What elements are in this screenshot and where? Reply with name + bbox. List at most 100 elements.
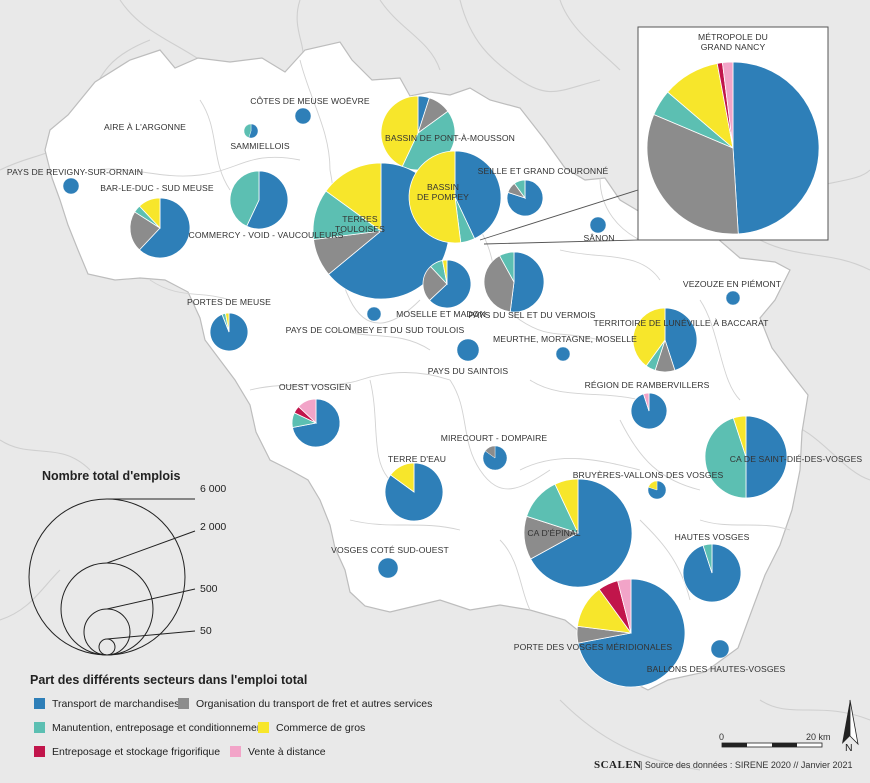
pie-portes-de-meuse (209, 312, 249, 352)
footer-brand: SCALEN (594, 759, 642, 771)
legend-swatch-commerce (258, 722, 269, 733)
label-ca-de-saint-die-des-vosges: CA DE SAINT-DIÉ-DES-VOSGES (730, 454, 863, 464)
label-pays-de-revigny-sur-ornain: PAYS DE REVIGNY-SUR-ORNAIN (7, 167, 143, 177)
legend-label-vente: Vente à distance (248, 746, 326, 758)
pie-slice-manutention (499, 251, 515, 283)
pie-slice-transport (589, 216, 607, 234)
legend-swatch-organisation (178, 698, 189, 709)
pie-slice-transport (246, 170, 289, 230)
pie-ballons-des-hautes-vosges (710, 639, 730, 659)
size-value-500: 500 (200, 583, 218, 595)
label-aire-a-l-argonne: AIRE À L'ARGONNE (104, 122, 186, 132)
pie-slice-organisation (129, 211, 161, 251)
size-legend-title: Nombre total d'emplois (42, 469, 180, 483)
pie-slice-organisation (483, 255, 515, 313)
label-terre-d-eau: TERRE D'EAU (388, 454, 446, 464)
pie-slice-transport (509, 251, 545, 313)
pie-slice-manutention (702, 543, 713, 574)
label-pays-du-sel-et-du-vermois: PAYS DU SEL ET DU VERMOIS (468, 310, 595, 320)
sector-legend-title: Part des différents secteurs dans l'empl… (30, 673, 307, 687)
pie-pays-du-sel-et-du-vermois (483, 251, 545, 313)
pie-slice-transport (366, 306, 382, 322)
pie-slice-transport (710, 639, 730, 659)
pie-territoire-de-luneville-a-baccarat (632, 307, 698, 373)
north-label: N (845, 742, 853, 754)
legend-label-frigo: Entreposage et stockage frigorifique (52, 746, 220, 758)
pie-hautes-vosges (682, 543, 742, 603)
label-bassin-de-pompey: BASSIN DE POMPEY (417, 182, 469, 202)
label-meurthe-mortagne-moselle: MEURTHE, MORTAGNE, MOSELLE (493, 334, 637, 344)
pie-slice-commerce (408, 150, 462, 244)
size-circle-6000 (28, 498, 186, 656)
scale-bar: 0 20 km (719, 732, 831, 748)
legend-label-transport: Transport de marchandises (52, 698, 179, 710)
pie-slice-transport (725, 290, 741, 306)
size-legend: Nombre total d'emplois 6 000 2 000 500 5… (28, 469, 226, 656)
pie-slice-commerce (554, 478, 579, 534)
legend-swatch-transport (34, 698, 45, 709)
pie-slice-transport (384, 462, 444, 522)
pie-slice-transport (732, 61, 820, 235)
label-sammiellois: SAMMIELLOIS (230, 141, 290, 151)
label-bar-le-duc-sud-meuse: BAR-LE-DUC - SUD MEUSE (100, 183, 214, 193)
pie-slice-transport (555, 346, 571, 362)
label-vezouze-en-piemont: VEZOUZE EN PIÉMONT (683, 279, 782, 289)
pie-slice-commerce (442, 259, 448, 285)
pie-ca-de-saint-die-des-vosges (704, 415, 788, 499)
legend-swatch-manutention (34, 722, 45, 733)
pie-slice-commerce (632, 307, 666, 367)
pie-slice-transport (138, 197, 191, 259)
pie-moselle-et-madon (422, 259, 472, 309)
pie-mirecourt-dompaire (482, 445, 508, 471)
label-commercy-void-vaucouleurs: COMMERCY - VOID - VAUCOULEURS (189, 230, 344, 240)
pie-pays-de-colombey-et-du-sud-toulois (366, 306, 382, 322)
pie-slice-commerce (325, 162, 382, 232)
label-territoire-de-luneville-a-baccarat: TERRITOIRE DE LUNÉVILLE À BACCARAT (594, 318, 770, 328)
pie-region-de-rambervillers (630, 392, 668, 430)
pie-layer (62, 61, 820, 688)
footer-source: | Source des données : SIRENE 2020 // Ja… (640, 760, 852, 770)
north-arrow: N (842, 699, 859, 754)
size-circle-500 (83, 608, 131, 656)
legend-label-manutention: Manutention, entreposage et conditionnem… (52, 722, 266, 734)
label-sanon: SÂNON (583, 233, 614, 243)
pie-slice-organisation (422, 265, 448, 301)
pie-slice-commerce (224, 312, 230, 333)
label-portes-de-meuse: PORTES DE MEUSE (187, 297, 271, 307)
size-leader-50 (106, 630, 196, 640)
label-layer: AIRE À L'ARGONNE CÔTES DE MEUSE WOËVRE SAM… (7, 96, 862, 674)
pie-slice-manutention (243, 123, 252, 138)
label-ballons-des-hautes-vosges: BALLONS DES HAUTES-VOSGES (647, 664, 786, 674)
pie-slice-commerce (389, 462, 415, 493)
pie-slice-commerce (732, 415, 747, 458)
label-porte-des-vosges-meridionales: PORTE DES VOSGES MÉRIDIONALES (514, 642, 673, 652)
legend-label-organisation: Organisation du transport de fret et aut… (196, 698, 432, 710)
pie-slice-vente (642, 392, 650, 412)
pie-slice-vente (297, 398, 317, 424)
label-vosges-cote-sud-ouest: VOSGES COTÉ SUD-OUEST (331, 545, 449, 555)
pie-vosges-cote-sud-ouest (377, 557, 399, 579)
size-value-2000: 2 000 (200, 521, 226, 533)
size-value-50: 50 (200, 625, 212, 637)
label-seille-et-grand-couronne: SEILLE ET GRAND COURONNÉ (478, 166, 609, 176)
pie-bar-le-duc-sud-meuse (129, 197, 191, 259)
pie-pays-du-saintois (456, 338, 480, 362)
pie-sanon (589, 216, 607, 234)
label-hautes-vosges: HAUTES VOSGES (675, 532, 750, 542)
size-value-6000: 6 000 (200, 483, 226, 495)
pie-commercy-void-vaucouleurs (229, 170, 289, 230)
label-moselle-et-madon: MOSELLE ET MADON (396, 309, 486, 319)
pie-slice-vente (721, 61, 734, 149)
internal-boundaries (94, 59, 791, 611)
pie-vezouze-en-piemont (725, 290, 741, 306)
pie-bassin-de-pompey (408, 150, 502, 244)
label-ouest-vosgien: OUEST VOSGIEN (279, 382, 351, 392)
size-leader-2000 (106, 530, 196, 564)
legend-label-commerce: Commerce de gros (276, 722, 365, 734)
pie-cotes-de-meuse-woevre (294, 107, 312, 125)
pie-slice-transport (62, 177, 80, 195)
pie-slice-transport (209, 312, 249, 352)
pie-slice-commerce (380, 95, 419, 168)
label-bassin-de-pont-a-mousson: BASSIN DE PONT-À-MOUSSON (385, 133, 515, 143)
